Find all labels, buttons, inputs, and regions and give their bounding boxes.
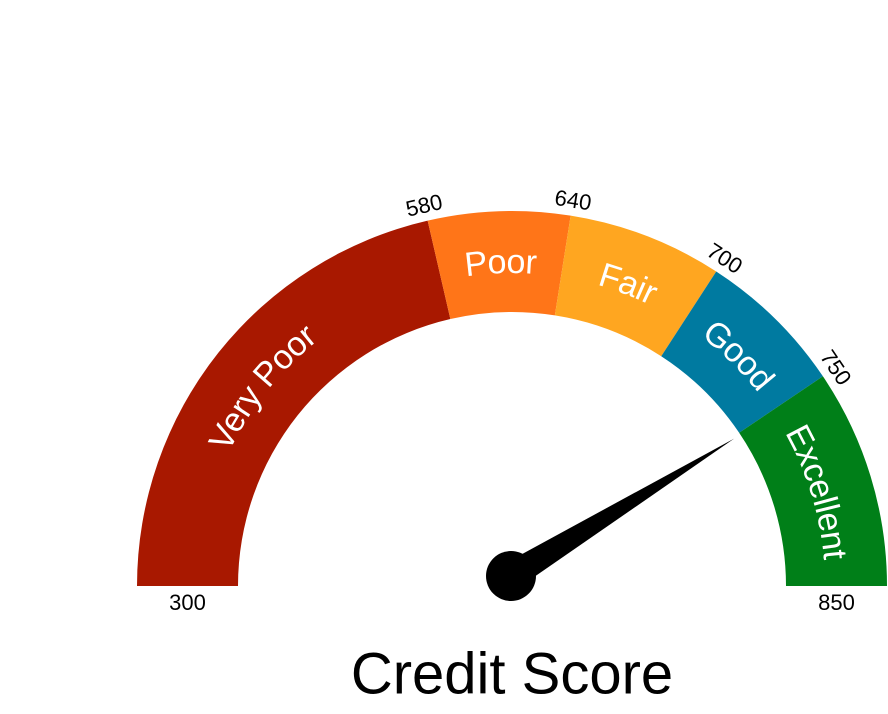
band-label: Poor (463, 243, 538, 284)
gauge-band (739, 376, 887, 586)
chart-title: Credit Score (351, 641, 673, 706)
gauge-band (427, 211, 571, 320)
gauge-band (661, 271, 823, 433)
tick-label: 640 (553, 185, 593, 215)
needle-pointer (503, 438, 735, 588)
gauge-band (554, 215, 717, 357)
tick-label: 580 (403, 189, 444, 222)
tick-label: 850 (818, 590, 855, 615)
gauge-band (137, 220, 451, 587)
tick-label: 300 (169, 590, 206, 615)
needle (486, 438, 735, 601)
band-label-text: Poor (463, 243, 538, 284)
